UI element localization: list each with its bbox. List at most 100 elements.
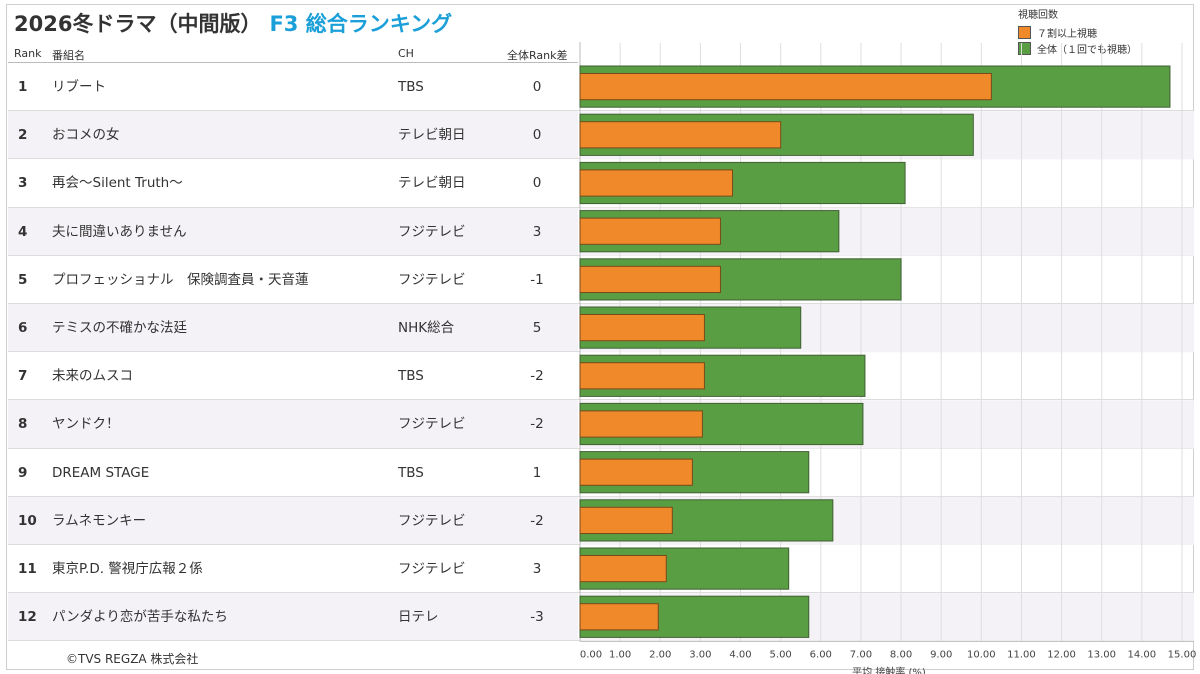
x-tick-label: 12.00 bbox=[1047, 649, 1076, 660]
rank-diff-cell: 1 bbox=[532, 464, 542, 481]
legend-item-top70: ７割以上視聴 bbox=[1018, 24, 1137, 40]
channel-cell: テレビ朝日 bbox=[398, 127, 466, 144]
program-name-cell: ラムネモンキー bbox=[52, 512, 147, 529]
rank-diff-cell: 0 bbox=[532, 127, 542, 144]
channel-cell: フジテレビ bbox=[398, 271, 466, 288]
program-name-cell: 夫に間違いありません bbox=[52, 223, 187, 240]
rank-diff-cell: -1 bbox=[530, 271, 544, 288]
program-name-cell: 東京P.D. 警視庁広報２係 bbox=[52, 561, 203, 577]
row-divider bbox=[8, 592, 1194, 594]
x-tick-label: 13.00 bbox=[1087, 649, 1116, 660]
x-tick-label: 7.00 bbox=[850, 649, 872, 660]
rank-cell: 4 bbox=[18, 223, 28, 240]
row-divider bbox=[8, 303, 1194, 304]
legend-label-total: 全体（１回でも視聴） bbox=[1037, 44, 1137, 56]
table-row: 12 パンダより恋が苦手な私たち 日テレ -3 bbox=[8, 593, 578, 642]
x-tick-label: 11.00 bbox=[1007, 649, 1036, 660]
channel-cell: フジテレビ bbox=[398, 561, 466, 577]
rank-diff-cell: 0 bbox=[532, 79, 542, 95]
table-row: 1 リブート TBS 0 bbox=[8, 63, 578, 111]
x-tick-label: 2.00 bbox=[649, 649, 671, 660]
channel-cell: フジテレビ bbox=[398, 512, 466, 529]
rank-diff-cell: 3 bbox=[532, 223, 542, 240]
bar-top70 bbox=[579, 121, 782, 149]
rank-cell: 6 bbox=[18, 320, 28, 336]
bar-top70 bbox=[579, 362, 705, 390]
rank-diff-cell: -2 bbox=[530, 368, 544, 385]
row-divider bbox=[8, 399, 1194, 401]
program-name-cell: テミスの不確かな法廷 bbox=[52, 320, 187, 336]
table-row: 2 おコメの女 テレビ朝日 0 bbox=[8, 111, 578, 160]
table-row: 6 テミスの不確かな法廷 NHK総合 5 bbox=[8, 304, 578, 352]
bar-top70 bbox=[579, 555, 667, 583]
rank-diff-cell: -2 bbox=[530, 512, 544, 529]
table-row: 3 再会～Silent Truth～ テレビ朝日 0 bbox=[8, 159, 578, 207]
bar-top70 bbox=[579, 217, 721, 245]
bar-top70 bbox=[579, 314, 705, 342]
rank-cell: 1 bbox=[18, 79, 28, 95]
program-name-cell: パンダより恋が苦手な私たち bbox=[52, 609, 228, 626]
bar-top70 bbox=[579, 169, 734, 197]
rank-cell: 8 bbox=[18, 416, 28, 433]
rank-diff-cell: -3 bbox=[530, 609, 544, 626]
table-row: 9 DREAM STAGE TBS 1 bbox=[8, 449, 578, 497]
rank-cell: 7 bbox=[18, 368, 28, 385]
x-tick-label: 14.00 bbox=[1128, 649, 1157, 660]
x-tick-label: 10.00 bbox=[967, 649, 996, 660]
copyright: ©TVS REGZA 株式会社 bbox=[66, 652, 199, 666]
x-tick-label: 9.00 bbox=[930, 649, 952, 660]
x-tick-label: 0.00 bbox=[580, 649, 602, 660]
bar-top70 bbox=[579, 603, 659, 631]
rank-cell: 11 bbox=[18, 561, 37, 577]
column-header-channel: CH bbox=[398, 47, 414, 60]
column-header-rank-diff: 全体Rank差 bbox=[507, 49, 568, 62]
rank-cell: 5 bbox=[18, 271, 28, 288]
bar-top70 bbox=[579, 265, 721, 293]
channel-cell: TBS bbox=[398, 368, 424, 385]
x-tick-label: 5.00 bbox=[770, 649, 792, 660]
rank-cell: 2 bbox=[18, 127, 28, 144]
x-tick-label: 6.00 bbox=[810, 649, 832, 660]
rank-cell: 10 bbox=[18, 512, 37, 529]
channel-cell: NHK総合 bbox=[398, 320, 455, 336]
program-name-cell: おコメの女 bbox=[52, 127, 120, 144]
row-divider bbox=[8, 206, 1194, 208]
program-name-cell: プロフェッショナル 保険調査員・天音蓮 bbox=[52, 271, 309, 288]
bar-top70 bbox=[579, 506, 673, 534]
header-divider bbox=[8, 62, 578, 63]
rank-cell: 12 bbox=[18, 609, 37, 626]
channel-cell: 日テレ bbox=[398, 609, 439, 626]
legend-title: 視聴回数 bbox=[1018, 10, 1058, 21]
table-row: 10 ラムネモンキー フジテレビ -2 bbox=[8, 496, 578, 545]
channel-cell: TBS bbox=[398, 464, 424, 481]
channel-cell: フジテレビ bbox=[398, 223, 466, 240]
rank-diff-cell: 0 bbox=[532, 175, 542, 192]
rank-cell: 3 bbox=[18, 175, 28, 192]
x-tick-label: 4.00 bbox=[729, 649, 751, 660]
x-tick-label: 1.00 bbox=[609, 649, 631, 660]
x-axis-label: 平均 接触率 (%) bbox=[852, 665, 926, 674]
table-row: 8 ヤンドク！ フジテレビ -2 bbox=[8, 400, 578, 449]
x-tick-label: 3.00 bbox=[689, 649, 711, 660]
channel-cell: テレビ朝日 bbox=[398, 175, 466, 192]
title-sub: F3 総合ランキング bbox=[269, 12, 453, 36]
legend-label-top70: ７割以上視聴 bbox=[1037, 28, 1097, 40]
program-name-cell: DREAM STAGE bbox=[52, 464, 150, 481]
program-name-cell: ヤンドク！ bbox=[52, 416, 120, 433]
rank-cell: 9 bbox=[18, 464, 28, 481]
rank-diff-cell: 3 bbox=[532, 561, 542, 577]
row-divider bbox=[8, 110, 1194, 112]
title-main: 2026冬ドラマ（中間版） bbox=[14, 12, 262, 36]
table-row: 7 未来のムスコ TBS -2 bbox=[8, 352, 578, 400]
table-row: 4 夫に間違いありません フジテレビ 3 bbox=[8, 207, 578, 256]
bar-top70 bbox=[579, 410, 703, 438]
rank-diff-cell: 5 bbox=[532, 320, 542, 336]
program-name-cell: 再会～Silent Truth～ bbox=[52, 175, 183, 192]
legend-swatch-orange bbox=[1018, 25, 1031, 39]
channel-cell: TBS bbox=[398, 79, 424, 95]
row-divider bbox=[8, 495, 1194, 497]
page-title: 2026冬ドラマ（中間版） F3 総合ランキング bbox=[14, 8, 452, 38]
table-row: 11 東京P.D. 警視庁広報２係 フジテレビ 3 bbox=[8, 545, 578, 593]
program-name-cell: 未来のムスコ bbox=[52, 368, 133, 385]
